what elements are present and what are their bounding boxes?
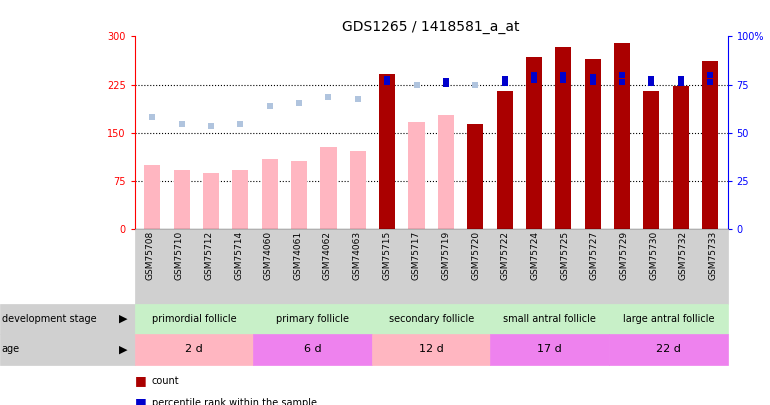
Text: GSM75733: GSM75733 (708, 231, 718, 280)
Text: GSM75719: GSM75719 (441, 231, 450, 280)
Bar (467, 124, 484, 229)
Text: 2 d: 2 d (185, 344, 203, 354)
Bar (673, 87, 688, 229)
Bar (350, 151, 366, 229)
Bar (291, 162, 307, 229)
Text: small antral follicle: small antral follicle (504, 314, 596, 324)
Bar (379, 74, 395, 229)
Bar (643, 91, 659, 229)
Text: GSM75722: GSM75722 (500, 231, 510, 280)
Bar (320, 147, 336, 229)
Text: ■: ■ (135, 396, 146, 405)
Bar (262, 159, 278, 229)
Text: GSM75714: GSM75714 (234, 231, 243, 280)
Text: GSM75720: GSM75720 (471, 231, 480, 280)
Text: ▶: ▶ (119, 314, 127, 324)
Title: GDS1265 / 1418581_a_at: GDS1265 / 1418581_a_at (343, 20, 520, 34)
Bar (144, 165, 160, 229)
Text: large antral follicle: large antral follicle (623, 314, 714, 324)
Text: GSM75724: GSM75724 (531, 231, 540, 280)
Text: GSM74062: GSM74062 (323, 231, 332, 280)
Text: GSM75730: GSM75730 (649, 231, 658, 280)
Bar (555, 47, 571, 229)
Text: percentile rank within the sample: percentile rank within the sample (152, 398, 316, 405)
Text: primary follicle: primary follicle (276, 314, 349, 324)
Text: GSM75715: GSM75715 (382, 231, 391, 280)
Text: GSM75725: GSM75725 (560, 231, 569, 280)
Text: GSM74061: GSM74061 (293, 231, 303, 280)
Bar (203, 173, 219, 229)
Text: 22 d: 22 d (656, 344, 681, 354)
Bar (614, 43, 630, 229)
Text: GSM74063: GSM74063 (353, 231, 362, 280)
Text: ▶: ▶ (119, 344, 127, 354)
Text: ■: ■ (135, 374, 146, 387)
Bar (174, 170, 189, 229)
Text: 6 d: 6 d (304, 344, 321, 354)
Text: GSM75717: GSM75717 (412, 231, 421, 280)
Text: GSM75729: GSM75729 (619, 231, 628, 280)
Text: GSM75727: GSM75727 (590, 231, 599, 280)
Text: 12 d: 12 d (419, 344, 444, 354)
Text: GSM74060: GSM74060 (263, 231, 273, 280)
Text: GSM75710: GSM75710 (175, 231, 184, 280)
Text: secondary follicle: secondary follicle (389, 314, 474, 324)
Bar (408, 122, 424, 229)
Bar (702, 61, 718, 229)
Bar (233, 170, 249, 229)
Text: age: age (2, 344, 20, 354)
Text: GSM75732: GSM75732 (678, 231, 688, 280)
Text: development stage: development stage (2, 314, 96, 324)
Text: GSM75708: GSM75708 (145, 231, 154, 280)
Text: GSM75712: GSM75712 (204, 231, 213, 280)
Bar (584, 59, 601, 229)
Text: primordial follicle: primordial follicle (152, 314, 236, 324)
Bar (497, 91, 513, 229)
Bar (438, 115, 454, 229)
Text: 17 d: 17 d (537, 344, 562, 354)
Text: count: count (152, 376, 179, 386)
Bar (526, 57, 542, 229)
